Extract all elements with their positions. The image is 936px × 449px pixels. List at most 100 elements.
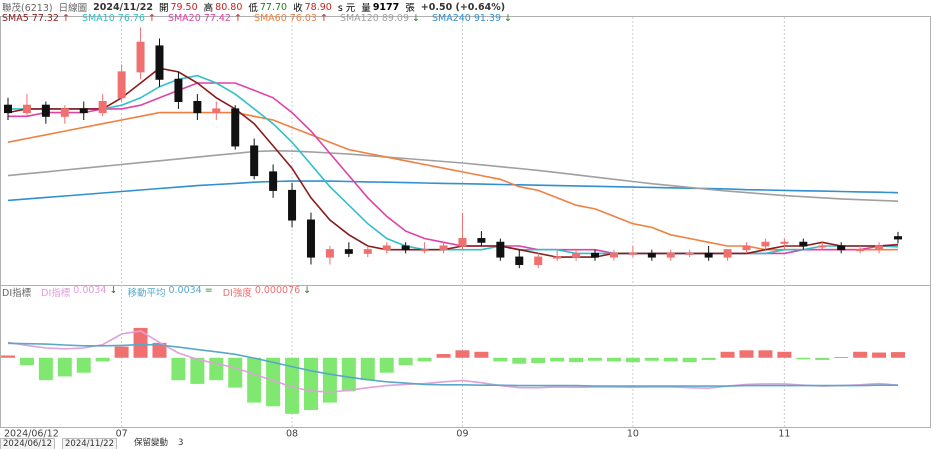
legend-value: 0.0034 [73, 285, 107, 296]
candle-body [136, 41, 145, 73]
histogram-bar [815, 357, 830, 361]
histogram-bar [758, 350, 773, 358]
legend-name: SMA10 [81, 12, 115, 24]
legend-trend: ↑ [319, 12, 328, 24]
histogram-bar [171, 357, 186, 381]
ma-line [7, 180, 899, 202]
histogram-bar [663, 357, 678, 362]
histogram-bar [701, 357, 716, 361]
candle-body [382, 245, 391, 251]
histogram-bar [266, 357, 281, 407]
histogram-bar [834, 357, 849, 358]
histogram-bar [474, 351, 489, 358]
histogram-bar [133, 327, 148, 358]
histogram-bar [360, 357, 375, 381]
close-label: 收 [293, 3, 303, 14]
legend-value: 77.32 [31, 12, 59, 24]
candle-body [742, 245, 751, 251]
candle-body [117, 71, 126, 99]
candle-body [647, 252, 656, 258]
low-label: 低 [248, 3, 258, 14]
candle-body [761, 241, 770, 247]
legend-trend: = [204, 285, 213, 296]
histogram-bar [644, 357, 659, 361]
legend-trend: ↓ [303, 285, 312, 296]
end-date[interactable]: 2024/11/22 [62, 438, 117, 449]
histogram-bar [379, 357, 394, 373]
histogram-bar [606, 357, 621, 362]
histogram-bar [76, 357, 91, 373]
legend-trend: ↑ [233, 12, 242, 24]
histogram-bar [777, 351, 792, 358]
candle-body [306, 219, 315, 258]
histogram-bar [417, 357, 432, 362]
histogram-bar [436, 354, 451, 358]
candle-body [401, 245, 410, 251]
candle-body [174, 78, 183, 102]
period: 日線圖 [58, 3, 88, 14]
histogram-bar [341, 357, 356, 392]
candle-body [723, 249, 732, 258]
histogram-bar [19, 357, 34, 366]
legend-item: SMA20 77.42 ↑ [168, 13, 242, 24]
legend-trend: ↓ [109, 285, 118, 296]
candle-body [98, 100, 107, 114]
volume: 9177 [372, 1, 400, 13]
candle-body [193, 100, 202, 114]
legend-trend: ↑ [61, 12, 70, 24]
histogram-bar [493, 357, 508, 362]
indicator-line [7, 330, 899, 393]
histogram-bar [682, 357, 697, 363]
close: 78.90 [304, 1, 332, 13]
x-tick-label: 10 [627, 429, 639, 440]
histogram-bar [569, 357, 584, 363]
x-tick-label: 11 [778, 429, 790, 440]
volume-unit: 張 [405, 3, 415, 14]
x-tick-label: 07 [116, 429, 128, 440]
histogram-bar [247, 357, 262, 403]
histogram-bar [588, 357, 603, 361]
x-tick-label: 09 [456, 429, 468, 440]
candle-body [325, 249, 334, 258]
legend-name: SMA20 [167, 12, 201, 24]
keep-value[interactable]: 3 [178, 438, 184, 448]
legend-name: DI強度 [222, 288, 252, 299]
histogram-bar [57, 357, 72, 377]
candle-body [288, 189, 297, 221]
x-tick-label: 08 [286, 429, 298, 440]
ma-legend: SMA5 77.32 ↑ SMA10 76.76 ↑ SMA20 77.42 ↑ SMA60 76.… [2, 12, 512, 24]
indicator-line [7, 342, 898, 387]
ma-line [7, 149, 899, 202]
candle-body [591, 252, 600, 258]
ma-line [8, 82, 899, 255]
candle-body [875, 245, 884, 251]
histogram-bar [531, 357, 546, 363]
legend-item: SMA60 76.03 ↑ [254, 13, 328, 24]
legend-value: 76.03 [289, 12, 317, 24]
candle-body [685, 252, 694, 255]
histogram-bar [114, 346, 129, 358]
legend-item: SMA120 89.09 ↓ [340, 13, 420, 24]
keep-label: 保留變動 [134, 438, 169, 448]
legend-name: SMA60 [253, 12, 287, 24]
start-date[interactable]: 2024/06/12 [0, 438, 55, 449]
ma-line [7, 111, 899, 251]
open: 79.50 [170, 1, 198, 13]
legend-name: SMA5 [2, 12, 29, 24]
histogram-bar [625, 357, 640, 363]
candle-body [231, 108, 240, 147]
histogram-bar [512, 357, 527, 364]
indicator-legend: DI指標 DI指標 0.0034 ↓ 移動平均 0.0034 = DI強度 0.000076 ↓ [2, 285, 312, 299]
candle-body [363, 249, 372, 254]
legend-trend: ↑ [147, 12, 156, 24]
legend-item: 移動平均 0.0034 = [127, 285, 212, 299]
candle-body [155, 45, 164, 80]
candle-body [666, 252, 675, 258]
candle-body [79, 108, 88, 114]
histogram-bar [38, 357, 53, 381]
histogram-bar [1, 355, 15, 358]
candle-body [420, 249, 429, 252]
histogram-bar [209, 357, 224, 381]
